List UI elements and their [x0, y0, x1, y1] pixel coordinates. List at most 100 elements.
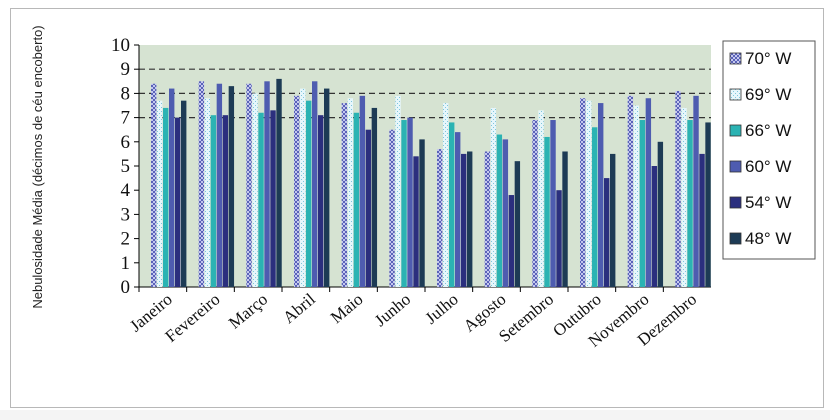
- bar: [508, 195, 515, 287]
- y-tick-label: 3: [121, 204, 131, 225]
- legend-swatch: [729, 196, 742, 209]
- legend-label: 48° W: [745, 229, 791, 248]
- bar: [264, 81, 270, 287]
- y-tick-label: 10: [111, 35, 130, 56]
- bar: [401, 120, 407, 288]
- bar: [681, 107, 687, 287]
- bar: [413, 156, 419, 287]
- bar: [496, 134, 503, 287]
- bar: [556, 190, 562, 287]
- y-tick-label: 5: [121, 156, 131, 177]
- bar: [169, 88, 175, 287]
- bar: [216, 83, 223, 287]
- bar: [484, 151, 491, 287]
- legend-label: 54° W: [745, 193, 791, 212]
- bar: [461, 153, 467, 287]
- x-tick-label: Abril: [279, 289, 319, 327]
- bar: [204, 98, 211, 288]
- bar: [276, 78, 282, 287]
- chart-frame: Nebulosidade Média (décimos de céu encob…: [10, 8, 824, 408]
- bar: [222, 115, 229, 288]
- bar: [693, 95, 699, 287]
- bar: [407, 117, 413, 287]
- bar: [610, 153, 616, 287]
- bar: [639, 120, 646, 288]
- legend-label: 60° W: [745, 157, 791, 176]
- bar: [598, 103, 604, 287]
- y-tick-label: 2: [121, 229, 131, 250]
- bar: [151, 83, 157, 287]
- bar: [341, 103, 348, 287]
- bar: [645, 98, 652, 288]
- bar: [562, 151, 568, 287]
- bottom-strip: [0, 410, 830, 420]
- bar: [294, 95, 300, 287]
- y-tick-label: 0: [121, 277, 131, 298]
- bar: [532, 120, 538, 288]
- legend-swatch: [729, 160, 742, 173]
- bar: [359, 95, 366, 287]
- bar: [550, 120, 556, 288]
- bar: [705, 122, 711, 287]
- bar: [443, 103, 449, 287]
- bar: [324, 88, 330, 287]
- legend-swatch: [729, 52, 742, 65]
- x-tick-label: Maio: [327, 290, 367, 328]
- y-axis-label: Nebulosidade Média (décimos de céu encob…: [30, 25, 45, 308]
- bar: [544, 136, 550, 287]
- y-tick-label: 1: [121, 253, 131, 274]
- bar: [604, 178, 610, 287]
- bar: [258, 112, 264, 287]
- legend-swatch: [729, 232, 742, 245]
- bar: [300, 88, 306, 287]
- plot-area: [139, 45, 711, 287]
- legend-swatch: [729, 124, 742, 137]
- y-tick-label: 6: [121, 132, 131, 153]
- bar: [592, 127, 598, 287]
- chart-svg: Nebulosidade Média (décimos de céu encob…: [30, 25, 816, 351]
- legend-label: 69° W: [745, 85, 791, 104]
- bar: [163, 107, 169, 287]
- bar: [306, 100, 312, 287]
- bar: [252, 93, 258, 288]
- bar: [371, 107, 378, 287]
- legend-swatch: [729, 88, 742, 101]
- bar: [389, 129, 395, 287]
- x-tick-label: Julho: [421, 290, 461, 328]
- y-tick-label: 8: [121, 83, 131, 104]
- bar: [175, 117, 181, 287]
- bar: [347, 98, 354, 288]
- bar: [633, 105, 640, 287]
- bar: [318, 115, 324, 288]
- bar: [449, 122, 455, 287]
- bar: [270, 110, 276, 287]
- bar: [586, 100, 592, 287]
- bar: [699, 153, 705, 287]
- bar: [467, 151, 473, 287]
- bar: [455, 132, 461, 287]
- bar: [210, 115, 217, 288]
- bar: [675, 90, 681, 287]
- bar: [490, 107, 497, 287]
- bar: [657, 141, 664, 287]
- bar: [365, 129, 372, 287]
- x-tick-label: Junho: [371, 290, 414, 331]
- y-tick-label: 7: [121, 108, 131, 129]
- legend-label: 66° W: [745, 121, 791, 140]
- bar: [353, 112, 360, 287]
- bar: [437, 149, 443, 287]
- bar: [157, 100, 163, 287]
- bar: [687, 120, 693, 288]
- bar: [627, 95, 634, 287]
- bar: [538, 110, 544, 287]
- bar: [228, 86, 235, 287]
- bar: [181, 100, 187, 287]
- legend-label: 70° W: [745, 49, 791, 68]
- bar: [651, 166, 658, 287]
- bar: [502, 139, 509, 287]
- legend-box: [722, 40, 816, 260]
- y-tick-label: 4: [121, 180, 131, 201]
- bar: [312, 81, 318, 287]
- bar: [419, 139, 425, 287]
- bar: [246, 83, 252, 287]
